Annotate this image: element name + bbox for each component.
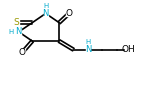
Bar — [8, 29, 14, 35]
Text: O: O — [19, 48, 26, 57]
Bar — [44, 4, 48, 9]
Text: S: S — [13, 18, 19, 27]
Bar — [86, 47, 90, 53]
Text: N: N — [16, 27, 22, 36]
Bar — [17, 29, 21, 35]
Bar — [125, 46, 132, 53]
Text: N: N — [85, 45, 91, 54]
Bar — [86, 40, 90, 45]
Bar — [13, 19, 19, 26]
Text: H: H — [43, 3, 48, 9]
Text: H: H — [8, 29, 14, 35]
Text: OH: OH — [122, 45, 135, 54]
Text: H: H — [86, 40, 91, 45]
Text: N: N — [43, 9, 49, 18]
Bar — [66, 10, 72, 16]
Text: O: O — [66, 9, 73, 18]
Bar — [19, 49, 25, 56]
Bar — [44, 10, 48, 16]
